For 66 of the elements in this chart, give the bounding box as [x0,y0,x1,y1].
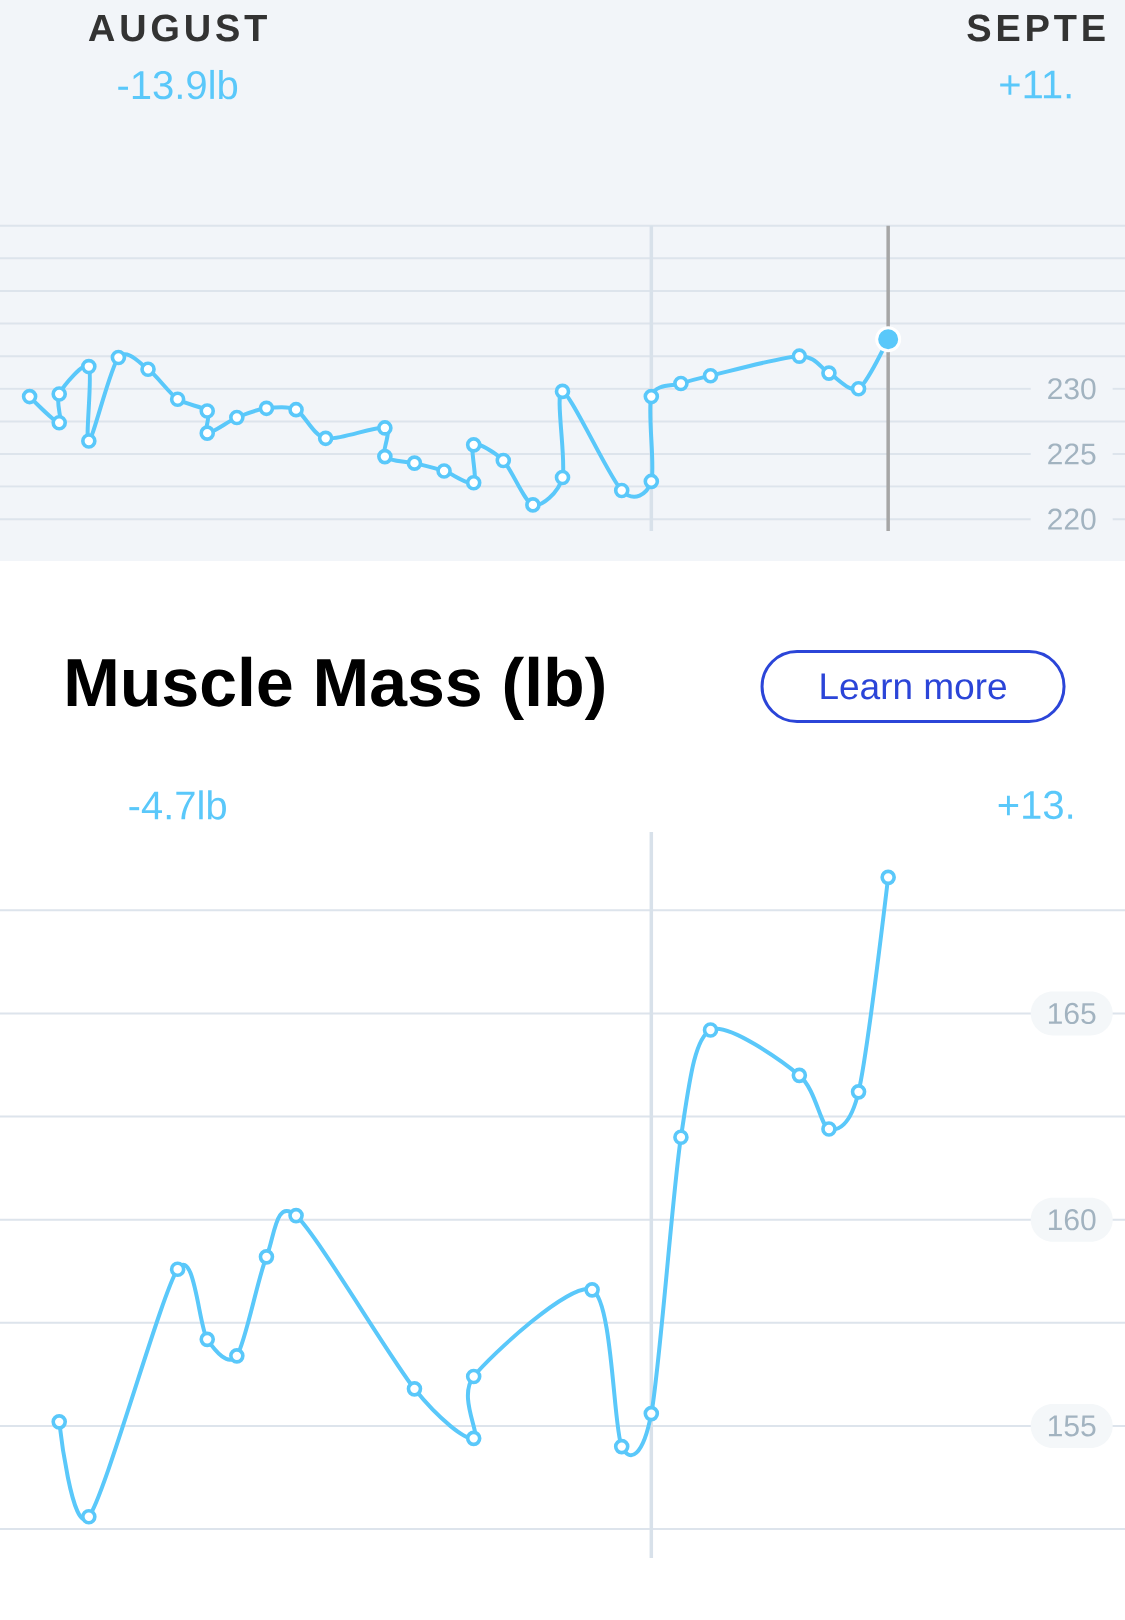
y-tick-label: 220 [1048,508,1096,530]
annotation: +11. [1000,70,1071,99]
chart-title: Muscle Mass (lb) [67,656,604,721]
point [169,1261,186,1278]
point [406,1381,423,1397]
point [613,1438,630,1455]
point [702,1022,719,1038]
point [850,1084,867,1100]
point [702,367,719,384]
point [643,473,660,490]
point [140,361,156,377]
point [377,420,393,436]
point [81,1508,97,1525]
point [51,386,68,402]
point [229,1348,245,1364]
y-tick-label: 160 [1048,1209,1096,1231]
point [821,1121,837,1137]
point [584,1282,600,1298]
point [317,430,334,447]
x-tick-label: SEPTE [967,14,1105,42]
point [258,1249,275,1265]
point [850,380,867,397]
point [436,463,452,479]
text: Learn more [821,673,1006,700]
point [258,400,275,417]
point [791,1067,808,1084]
point [495,452,512,469]
point [199,403,216,419]
point [880,869,896,886]
point [377,448,393,465]
point [288,401,304,418]
point [673,1129,689,1146]
point [465,1368,482,1385]
point [110,349,127,366]
point [81,358,97,375]
point [81,433,97,449]
point [525,497,541,513]
y-tick-label: 165 [1048,1002,1096,1025]
point [554,383,571,400]
point [613,482,630,499]
text: -4.7lb [129,790,226,820]
point [288,1207,304,1224]
point [51,1414,68,1430]
point [643,388,660,405]
point [229,409,245,426]
point [406,455,423,471]
point [554,469,571,486]
point [465,437,482,453]
point [791,348,808,364]
point [465,474,482,491]
text: +13. [998,790,1073,820]
point [643,1405,660,1422]
y-tick-label: 230 [1048,378,1096,400]
point [169,391,186,408]
annotation: -13.9lb [118,69,238,100]
point [875,326,902,353]
y-tick-label: 155 [1048,1415,1096,1437]
point [21,388,38,405]
point [51,414,68,431]
point [199,1331,216,1348]
point [673,375,689,392]
y-tick-label: 225 [1048,443,1096,465]
point [465,1430,482,1447]
point [199,425,216,441]
x-tick-label: AUGUST [88,14,267,42]
point [821,365,837,381]
